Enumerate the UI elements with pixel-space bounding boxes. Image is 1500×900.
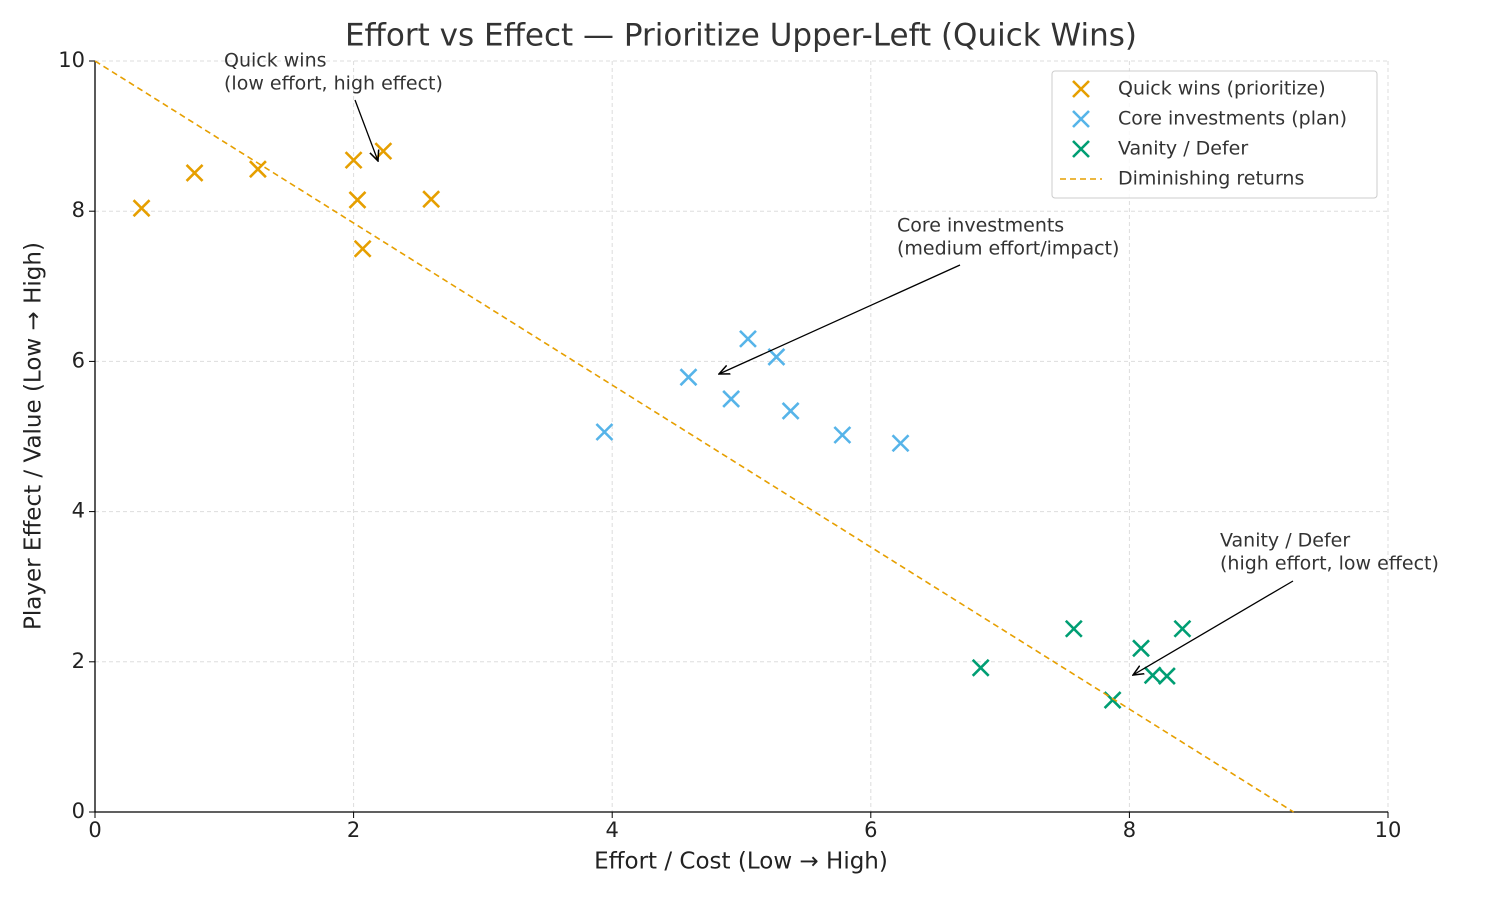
scatter-point: [891, 434, 910, 453]
legend-label: Core investments (plan): [1118, 108, 1347, 130]
x-tick-label: 4: [606, 818, 619, 842]
chart-title: Effort vs Effect — Prioritize Upper-Left…: [345, 18, 1137, 54]
scatter-point: [739, 329, 757, 348]
scatter-point: [353, 239, 372, 258]
scatter-point: [1064, 619, 1083, 638]
scatter-point: [595, 423, 614, 441]
x-axis-label: Effort / Cost (Low → High): [594, 849, 888, 875]
y-tick-label: 4: [72, 499, 85, 523]
x-tick-label: 6: [864, 818, 877, 842]
annotation-text: Core investments: [897, 215, 1064, 237]
x-tick-label: 8: [1123, 818, 1136, 842]
legend-swatch: [1072, 140, 1090, 158]
annotation-text: (high effort, low effect): [1220, 553, 1439, 575]
legend-box: [1051, 70, 1378, 199]
scatter-point: [1143, 666, 1162, 685]
scatter-point: [348, 191, 367, 209]
scatter-point: [1173, 619, 1192, 638]
scatter-point: [767, 347, 786, 366]
legend-swatch: [1072, 80, 1090, 98]
x-tick-label: 10: [1375, 818, 1402, 842]
scatter-point: [1132, 639, 1150, 658]
annotation-text: (medium effort/impact): [897, 238, 1119, 260]
scatter-point: [185, 163, 204, 182]
annotation-arrow: [354, 99, 378, 161]
scatter-point: [374, 142, 393, 161]
scatter-point: [679, 368, 698, 387]
y-tick-label: 8: [72, 198, 85, 222]
scatter-point: [422, 190, 441, 209]
legend-label: Vanity / Defer: [1118, 138, 1248, 160]
y-tick-label: 10: [58, 48, 85, 72]
y-tick-label: 0: [72, 799, 85, 823]
legend-label: Diminishing returns: [1118, 168, 1304, 190]
trend-line: [94, 60, 1295, 813]
x-tick-label: 2: [347, 818, 360, 842]
scatter-point: [722, 390, 741, 408]
annotation-arrow: [719, 264, 961, 374]
annotation-text: Vanity / Defer: [1220, 530, 1350, 552]
annotation-text: (low effort, high effect): [224, 73, 443, 95]
y-axis-label: Player Effect / Value (Low → High): [21, 242, 47, 630]
scatter-point: [833, 426, 852, 444]
legend-swatch: [1072, 110, 1090, 128]
scatter-point: [132, 199, 151, 218]
scatter-point: [781, 402, 800, 420]
scatter-point: [344, 151, 363, 170]
scatter-point: [971, 658, 990, 677]
legend-label: Quick wins (prioritize): [1118, 78, 1326, 100]
annotation-arrow: [1133, 580, 1294, 675]
y-tick-label: 2: [72, 649, 85, 673]
x-tick-label: 0: [88, 818, 101, 842]
y-tick-label: 6: [72, 348, 85, 372]
annotation-text: Quick wins: [224, 50, 327, 72]
scatter-point: [248, 160, 267, 179]
scatter-point: [1157, 667, 1176, 685]
